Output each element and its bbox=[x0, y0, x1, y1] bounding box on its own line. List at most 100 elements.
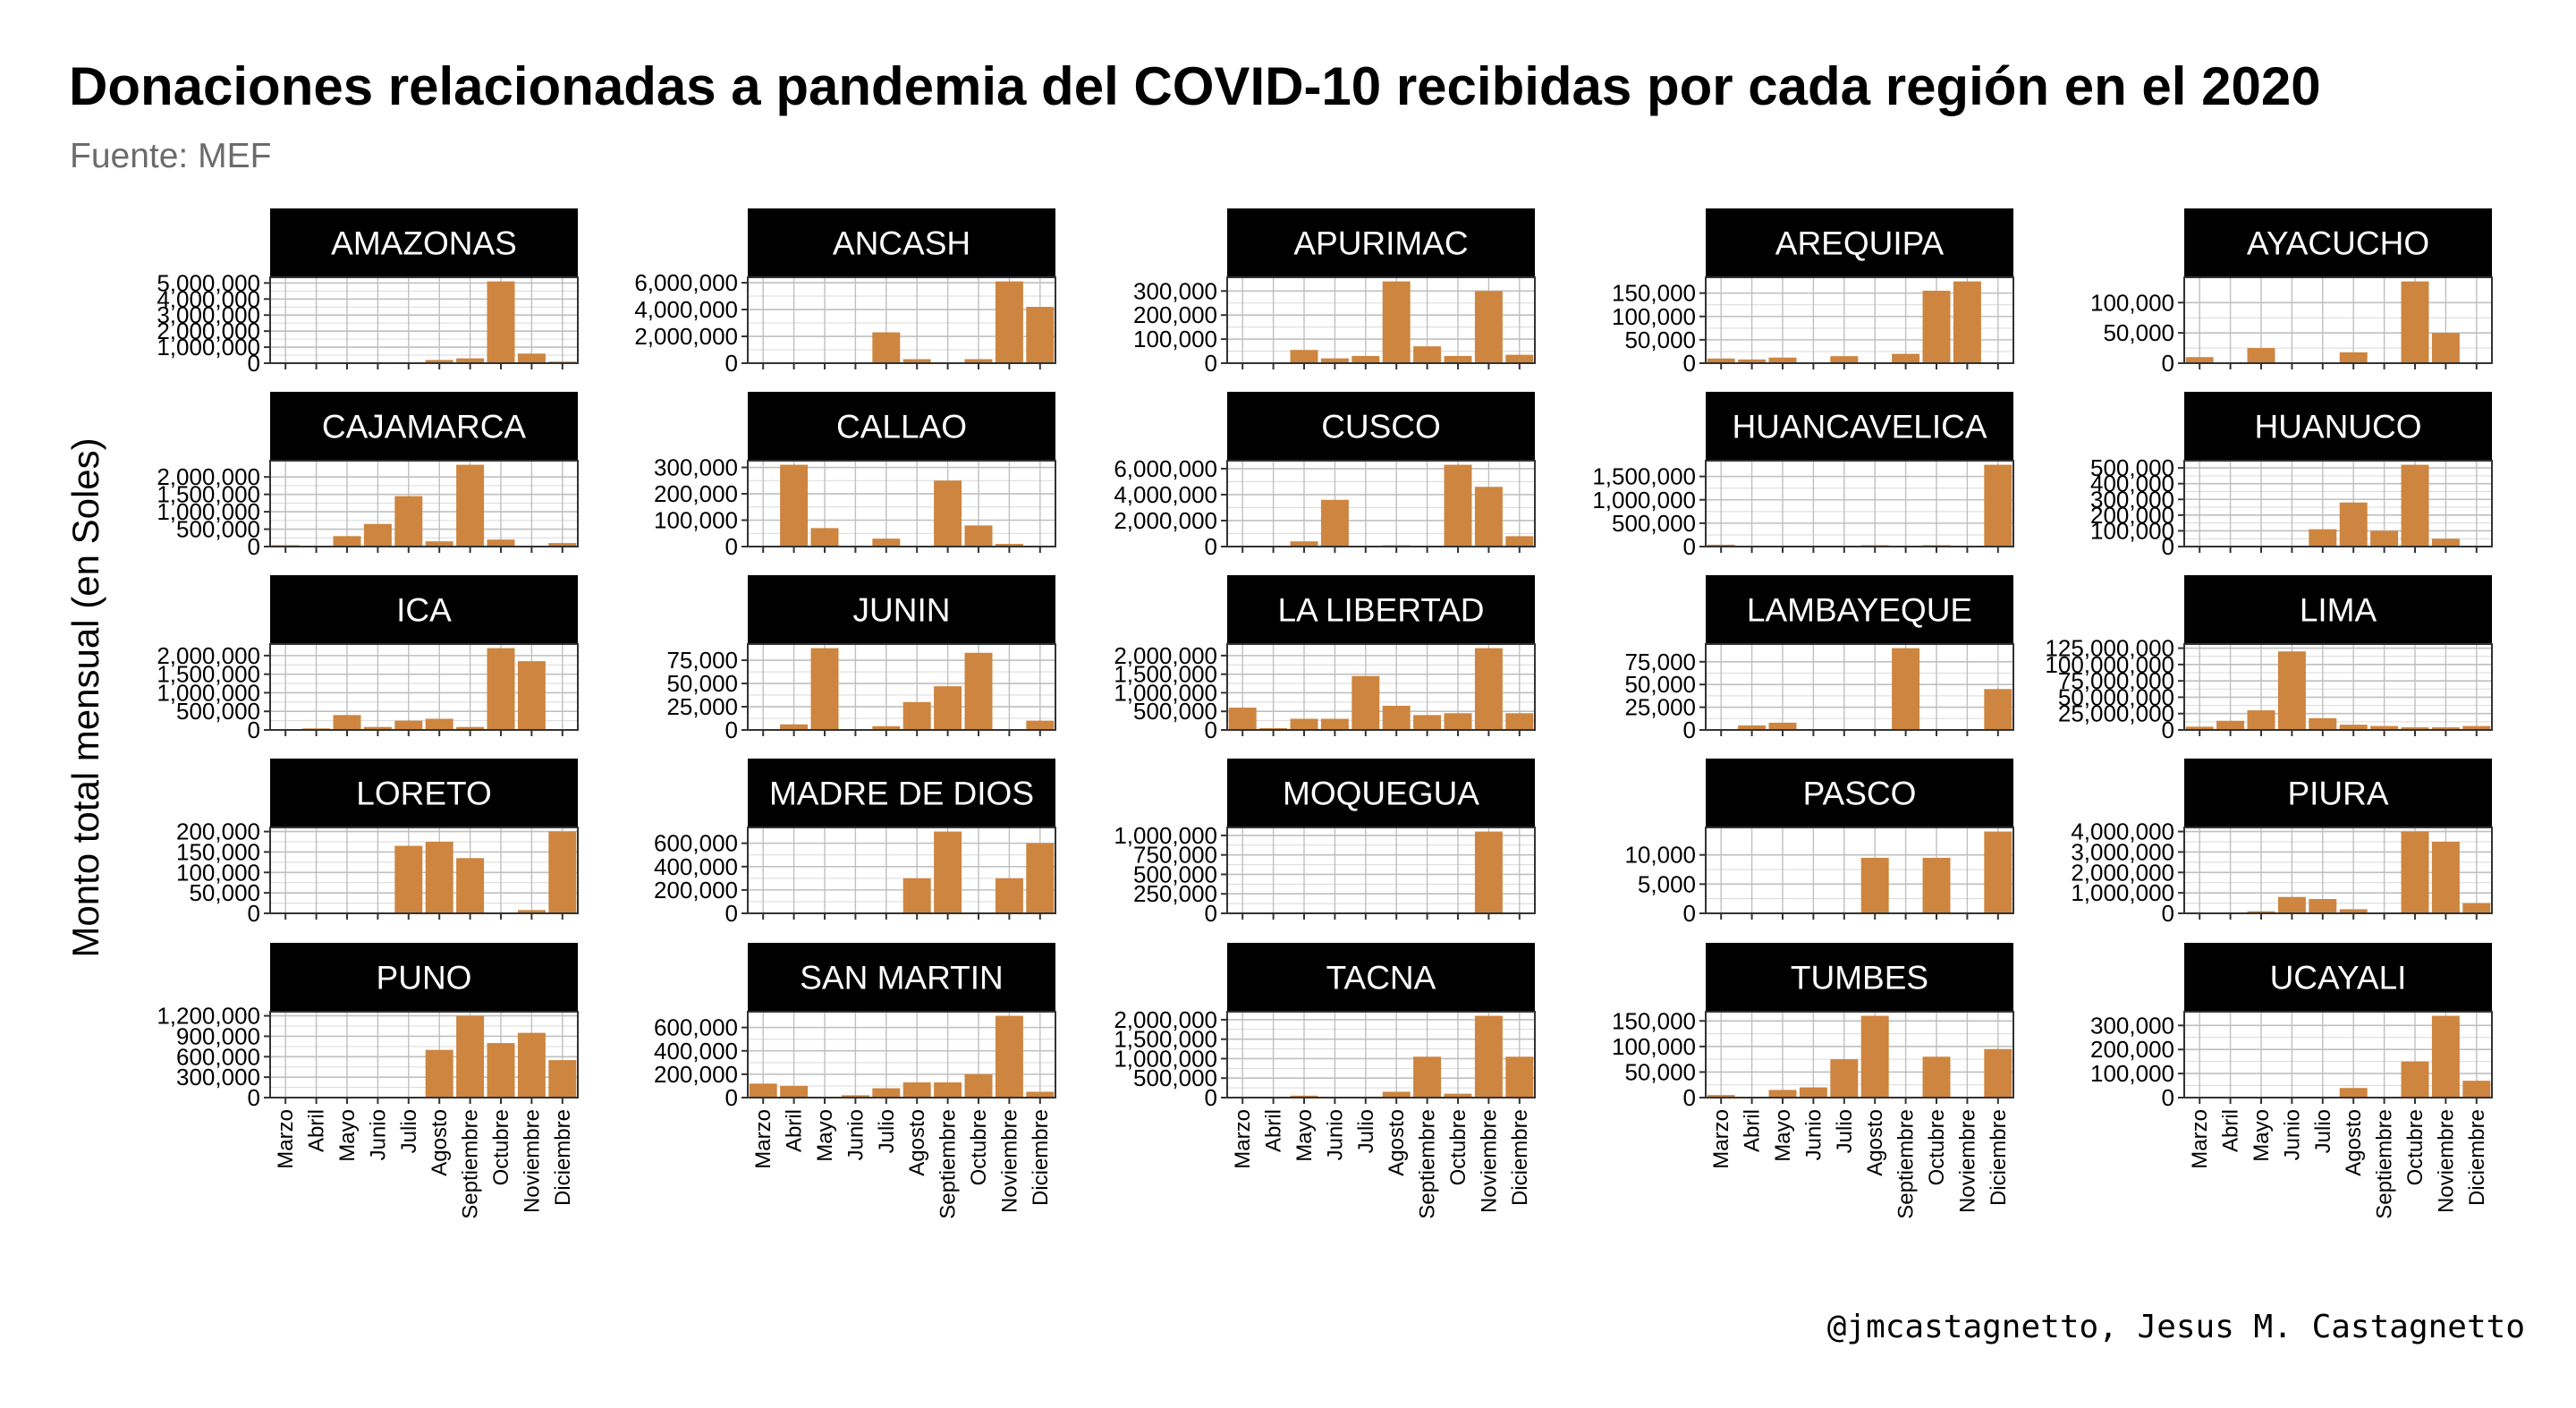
x-tick-label: Septiembre bbox=[1416, 1109, 1440, 1219]
bar bbox=[872, 725, 901, 730]
bar bbox=[1290, 718, 1318, 730]
y-tick-label: 150,000 bbox=[1612, 1007, 1696, 1034]
panel-background bbox=[1706, 461, 2013, 547]
x-tick-label: Abril bbox=[2219, 1109, 2243, 1152]
facet-strip-label: UCAYALI bbox=[2270, 960, 2407, 997]
bar bbox=[333, 536, 361, 547]
y-tick-label: 2,000,000 bbox=[1114, 507, 1217, 534]
x-tick-label: Abril bbox=[1741, 1109, 1765, 1152]
x-tick-label: Diciembre bbox=[1029, 1109, 1053, 1206]
facet-panel: HUANUCO 0100,000200,000300,000400,000500,… bbox=[2090, 392, 2493, 560]
x-tick-label: Agosto bbox=[428, 1109, 452, 1176]
y-tick-label: 300,000 bbox=[2090, 1012, 2174, 1039]
panel-background bbox=[2184, 461, 2492, 547]
facet-strip-label: AMAZONAS bbox=[331, 225, 517, 262]
bar bbox=[425, 718, 453, 730]
bar bbox=[934, 480, 962, 547]
y-tick-label: 0 bbox=[248, 717, 260, 743]
y-tick-label: 200,000 bbox=[654, 480, 738, 507]
panel-background bbox=[1706, 1012, 2013, 1098]
bar bbox=[2401, 831, 2429, 913]
y-tick-label: 50,000 bbox=[189, 879, 260, 906]
x-tick-label: Octubre bbox=[1925, 1109, 1949, 1185]
x-tick-label: Diciembre bbox=[551, 1109, 575, 1206]
x-tick-label: Septiembre bbox=[2373, 1109, 2397, 1219]
facet-strip-label: LA LIBERTAD bbox=[1277, 592, 1484, 629]
panel-border bbox=[747, 827, 1056, 914]
x-tick-label: Noviembre bbox=[520, 1109, 544, 1213]
facet-strip bbox=[748, 208, 1055, 277]
bar bbox=[1444, 1093, 1472, 1098]
bar bbox=[2462, 1081, 2491, 1098]
x-tick-label: Julio bbox=[1354, 1109, 1378, 1153]
x-tick-label: Noviembre bbox=[1955, 1109, 1979, 1213]
y-tick-label: 0 bbox=[248, 1084, 260, 1111]
panel-border bbox=[1705, 276, 2014, 364]
x-tick-label: Marzo bbox=[1231, 1109, 1255, 1169]
panel-border bbox=[269, 827, 579, 914]
bar bbox=[1707, 544, 1735, 547]
panel-border bbox=[269, 276, 579, 364]
y-tick-label: 3,000,000 bbox=[2071, 838, 2174, 865]
bar bbox=[363, 726, 392, 730]
bar bbox=[2247, 348, 2275, 363]
y-tick-label: 2,000,000 bbox=[157, 463, 260, 490]
y-tick-label: 400,000 bbox=[654, 853, 738, 880]
bar bbox=[2431, 727, 2460, 730]
facet-strip-label: CAJAMARCA bbox=[322, 409, 527, 445]
y-tick-label: 6,000,000 bbox=[634, 269, 738, 296]
bar bbox=[1768, 357, 1797, 363]
y-tick-label: 1,500,000 bbox=[1114, 661, 1217, 688]
y-tick-label: 300,000 bbox=[176, 1064, 260, 1090]
bar bbox=[1320, 499, 1349, 547]
bar bbox=[2401, 464, 2429, 547]
panel-border bbox=[747, 643, 1056, 731]
y-tick-label: 0 bbox=[2162, 533, 2174, 560]
bar bbox=[902, 878, 931, 913]
bar bbox=[1860, 1015, 1889, 1098]
y-tick-label: 25,000 bbox=[666, 693, 738, 720]
bar bbox=[1026, 1091, 1055, 1098]
y-tick-label: 25,000,000 bbox=[2058, 700, 2174, 727]
bar bbox=[2339, 725, 2368, 730]
facet-strip-label: JUNIN bbox=[853, 592, 951, 629]
x-tick-label: Marzo bbox=[751, 1109, 775, 1169]
bar bbox=[1707, 1095, 1735, 1098]
x-tick-label: Marzo bbox=[1709, 1109, 1733, 1169]
y-tick-label: 500,000 bbox=[176, 698, 260, 725]
x-tick-label: Marzo bbox=[2188, 1109, 2212, 1169]
y-tick-label: 0 bbox=[2162, 900, 2174, 927]
x-tick-label: Mayo bbox=[813, 1109, 837, 1162]
bar bbox=[2431, 842, 2460, 913]
y-tick-label: 4,000,000 bbox=[2071, 819, 2174, 845]
facet-strip bbox=[748, 759, 1055, 827]
facet-strip-label: HUANCAVELICA bbox=[1732, 409, 1987, 445]
y-tick-label: 500,000 bbox=[2090, 454, 2174, 481]
bar bbox=[425, 842, 453, 913]
facet-strip-label: APURIMAC bbox=[1293, 225, 1468, 262]
bar bbox=[517, 661, 546, 730]
panel-border bbox=[269, 1011, 579, 1098]
facet-strip-label: MOQUEGUA bbox=[1283, 776, 1479, 812]
panel-border bbox=[1705, 643, 2014, 731]
bar bbox=[1413, 346, 1442, 363]
bar bbox=[1320, 358, 1349, 363]
bar bbox=[872, 539, 901, 547]
bar bbox=[810, 528, 839, 547]
y-tick-label: 600,000 bbox=[654, 830, 738, 857]
panel-background bbox=[270, 277, 578, 363]
bar bbox=[1984, 464, 2012, 547]
bar bbox=[2247, 911, 2275, 913]
y-tick-label: 250,000 bbox=[1133, 880, 1217, 907]
y-tick-label: 500,000 bbox=[1612, 510, 1696, 537]
y-tick-label: 4,000,000 bbox=[1114, 481, 1217, 508]
bar bbox=[548, 543, 577, 547]
y-tick-label: 400,000 bbox=[2090, 471, 2174, 497]
bar bbox=[934, 1082, 962, 1098]
y-tick-label: 0 bbox=[1683, 533, 1696, 560]
